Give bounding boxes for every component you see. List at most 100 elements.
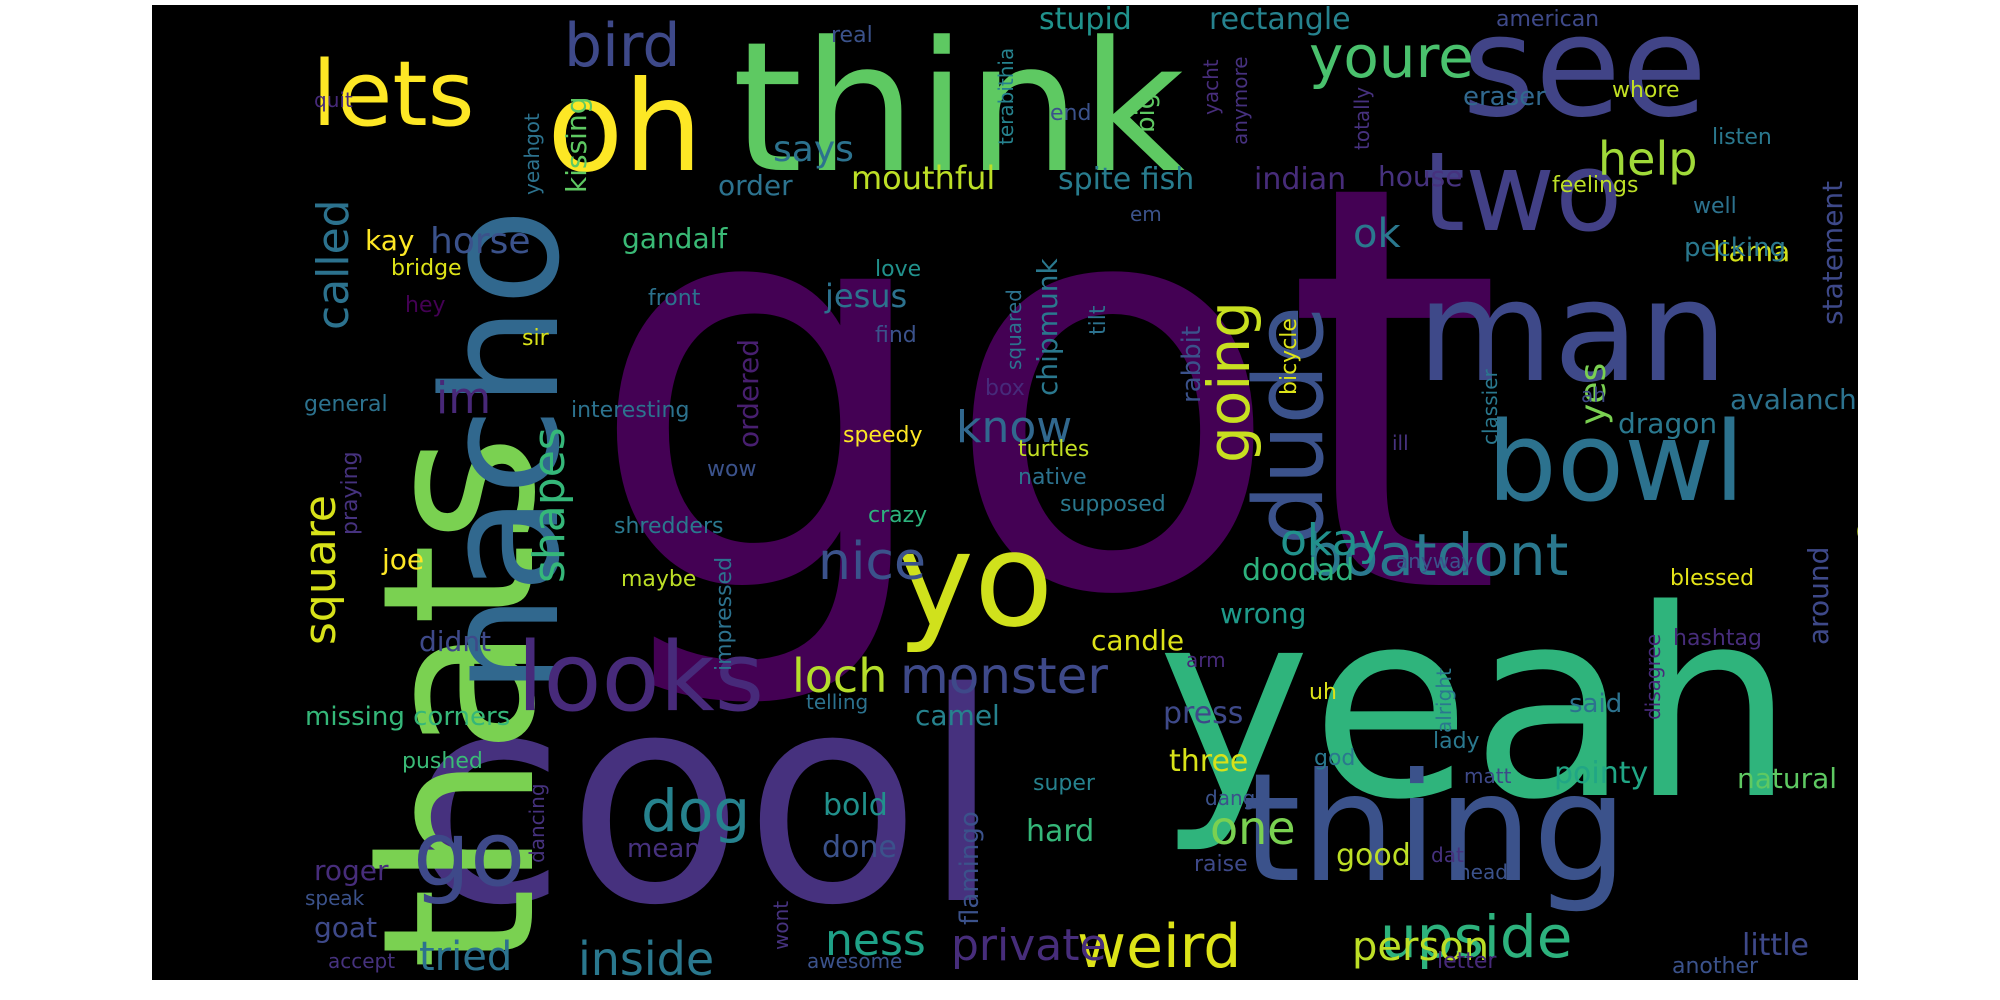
word-impressed: impressed [712,557,737,671]
word-nacho: nacho [408,208,595,695]
word-matt: matt [1464,764,1512,788]
word-kissing: kissing [560,97,593,193]
word-super: super [1033,771,1096,796]
word-horse: horse [430,221,531,262]
word-hashtag: hashtag [1673,626,1762,651]
word-indian: indian [1254,162,1346,197]
word-end: end [1050,101,1091,126]
word-think: think [732,5,1185,213]
word-praying: praying [338,451,363,535]
word-llama: llama [1713,235,1790,268]
word-loch: loch [792,649,887,703]
word-private: private [951,920,1107,971]
word-kay: kay [365,224,414,257]
word-totally: totally [1350,87,1374,150]
word-well: well [1693,194,1737,219]
word-dat: dat [1431,843,1464,867]
word-speedy: speedy [843,423,922,448]
word-done: done [822,830,897,865]
word-classier: classier [1478,368,1502,445]
word-speak: speak [305,886,365,910]
word-call: call [1855,504,1858,553]
word-three: three [1169,744,1248,779]
word-man: man [1417,251,1728,414]
word-oh: oh [547,55,703,200]
word-help: help [1598,132,1697,186]
word-good: good [1336,838,1411,873]
word-youre: youre [1309,23,1474,91]
word-letter: letter [1437,949,1497,974]
word-supposed: supposed [1060,492,1166,517]
word-stupid: stupid [1039,5,1132,37]
word-square: square [295,495,346,645]
word-okay: okay [1280,515,1385,566]
word-go: go [413,802,525,907]
word-em: em [1130,202,1162,226]
word-whore: whore [1612,78,1680,103]
word-love: love [875,257,921,282]
word-ah: ah [1581,383,1606,407]
word-another: another [1672,954,1759,979]
word-squared: squared [1002,289,1026,370]
word-im: im [436,373,491,424]
word-alright: alright [1432,668,1456,733]
word-monster: monster [900,647,1108,705]
word-thats: thats [337,434,582,970]
word-dude: dude [1235,306,1345,545]
word-listen: listen [1712,125,1772,150]
word-wrong: wrong [1220,597,1306,630]
word-disagree: disagree [1641,634,1665,720]
word-dancing: dancing [525,783,549,863]
word-blessed: blessed [1670,566,1754,591]
word-mouthful: mouthful [851,159,995,197]
word-one: one [1210,801,1296,855]
word-going: going [1195,301,1263,463]
word-quit: quit [314,88,353,112]
word-yeahgot: yeahgot [520,113,544,195]
word-ill: ill [1392,431,1409,455]
word-bird: bird [564,11,680,81]
word-head: head [1458,860,1508,884]
word-maybe: maybe [621,567,696,592]
word-candle: candle [1091,624,1184,657]
word-got: got [586,66,1504,718]
word-shredders: shredders [614,514,723,539]
word-telling: telling [806,690,868,714]
word-ness: ness [825,915,926,966]
word-order: order [718,169,793,202]
word-american: american [1496,7,1599,32]
word-know: know [956,402,1072,453]
word-yacht: yacht [1199,59,1223,115]
word-cloud: got cool yeah think thats nacho thing se… [152,5,1858,980]
word-eraser: eraser [1463,82,1546,112]
word-bicycle: bicycle [1277,318,1302,395]
word-native: native [1018,465,1087,490]
word-ordered: ordered [732,339,765,448]
word-lets: lets [312,42,475,147]
word-chipmunk: chipmunk [1031,258,1064,396]
word-find: find [875,323,917,348]
word-cloud-background [152,5,1858,980]
word-thing: thing [1242,742,1628,916]
word-inside: inside [578,932,714,980]
word-two: two [1422,128,1622,256]
word-big: big [1131,93,1161,133]
word-looks: looks [517,623,764,733]
word-yeah: yeah [1157,555,1795,857]
word-sir: sir [522,326,550,351]
word-interesting: interesting [571,398,689,423]
word-roger: roger [314,854,389,887]
word-dog: dog [641,777,750,845]
word-cloud-svg: got cool yeah think thats nacho thing se… [152,5,1858,980]
word-nice: nice [818,532,926,592]
word-hey: hey [405,293,446,318]
word-lady: lady [1433,729,1480,754]
word-flamingo: flamingo [955,811,985,925]
word-jesus: jesus [824,277,907,315]
word-bridge: bridge [391,256,462,281]
word-turtles: turtles [1018,437,1089,462]
word-pecking: pecking [1684,233,1786,263]
word-box: box [985,376,1025,401]
word-accept: accept [328,949,395,973]
word-spite-fish: spite fish [1058,162,1194,197]
